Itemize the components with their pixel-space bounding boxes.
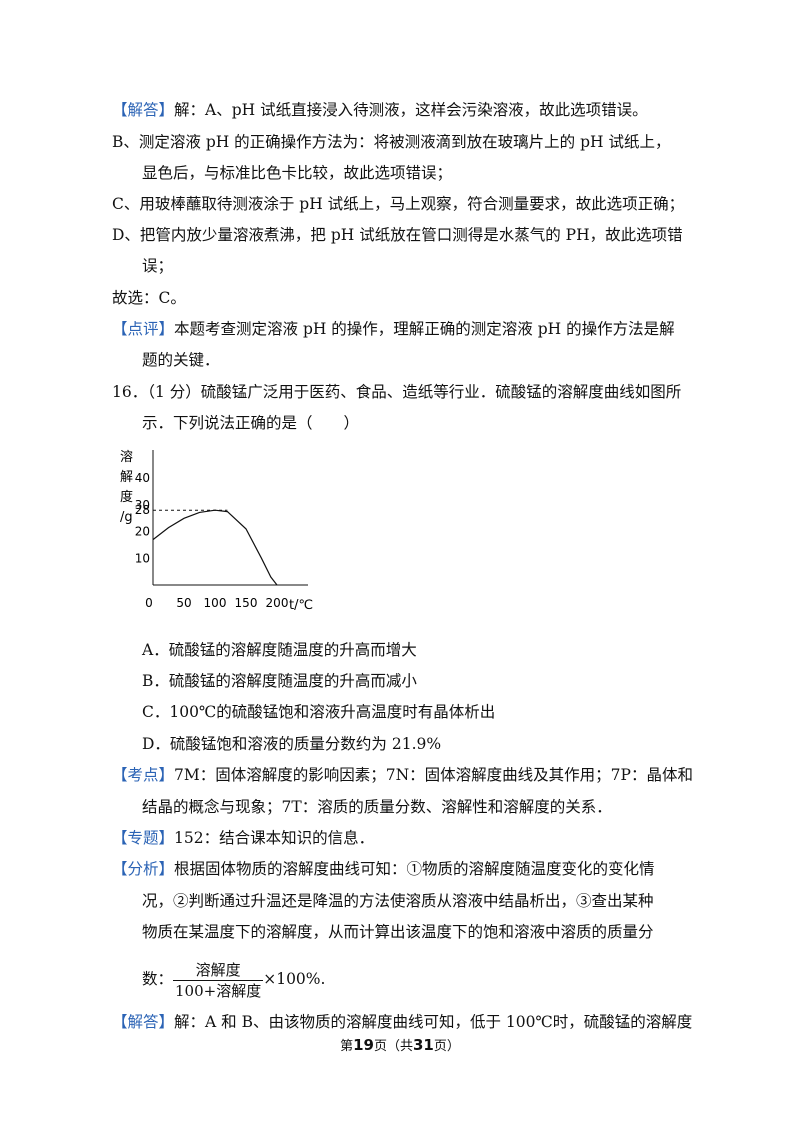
answer-line-b-cont: 显色后，与标准比色卡比较，故此选项错误； [142,164,453,182]
page-footer: 第19页（共31页） [340,1036,460,1054]
analysis-line-2: 况，②判断通过升温还是降温的方法使溶质从溶液中结晶析出，③查出某种 [142,892,654,910]
answer-line-a: 【解答】解：A、pH 试纸直接浸入待测液，这样会污染溶液，故此选项错误。 [112,101,648,119]
x-tick-labels: 0 50 100 150 200 [145,596,288,610]
analysis-line: 【分析】根据固体物质的溶解度曲线可知：①物质的溶解度随温度变化的变化情 [112,860,655,878]
x-tick-label: 150 [235,596,258,610]
x-tick-label: 100 [204,596,227,610]
option-c: C．100℃的硫酸锰饱和溶液升高温度时有晶体析出 [142,703,496,721]
knowledge-tag: 【考点】 [112,766,175,784]
y-tick-label: 20 [135,525,150,539]
question-16-cont: 示．下列说法正确的是（ ） [142,414,360,432]
option-d: D．硫酸锰饱和溶液的质量分数约为 21.9% [142,735,442,753]
y-tick-label: 28 [135,503,150,517]
knowledge-point-cont: 结晶的概念与现象；7T：溶质的质量分数、溶解性和溶解度的关系． [142,798,612,816]
option-a: A．硫酸锰的溶解度随温度的升高而增大 [142,641,417,659]
analysis-tag: 【分析】 [112,860,175,878]
x-tick-label: 200 [266,596,289,610]
answer-choice: 故选：C。 [112,289,186,307]
y-axis-label: 溶解度/g [120,450,133,525]
y-label-char: 度 [120,489,133,505]
comment-line-cont: 题的关键． [142,351,220,369]
comment-tag: 【点评】 [112,320,175,338]
x-tick-label: 50 [176,596,191,610]
question-16: 16．（1 分）硫酸锰广泛用于医药、食品、造纸等行业．硫酸锰的溶解度曲线如图所 [112,383,682,401]
y-tick-label: 10 [135,551,150,565]
comment-line: 【点评】本题考查测定溶液 pH 的操作，理解正确的测定溶液 pH 的操作方法是解 [112,320,675,338]
y-label-char: /g [120,510,133,525]
answer-tag: 【解答】 [112,101,175,119]
topic-tag: 【专题】 [112,829,175,847]
answer-line-b: B、测定溶液 pH 的正确操作方法为：将被测液滴到放在玻璃片上的 pH 试纸上， [112,133,671,151]
solution-tag: 【解答】 [112,1013,175,1031]
solution-line: 【解答】解：A 和 B、由该物质的溶解度曲线可知，低于 100℃时，硫酸锰的溶解… [112,1013,693,1031]
x-axis-label: t/℃ [289,598,313,613]
answer-line-c: C、用玻棒蘸取待测液涂于 pH 试纸上，马上观察，符合测量要求，故此选项正确； [112,195,685,213]
mass-fraction-formula: 溶解度 100+溶解度 [173,960,264,1000]
answer-line-d: D、把管内放少量溶液煮沸，把 pH 试纸放在管口测得是水蒸气的 PH，故此选项错 [112,226,683,244]
option-b: B．硫酸锰的溶解度随温度的升高而减小 [142,672,417,690]
y-tick-label: 40 [135,471,150,485]
topic-line: 【专题】152：结合课本知识的信息． [112,829,375,847]
x-tick-label: 0 [145,596,153,610]
analysis-line-3: 物质在某温度下的溶解度，从而计算出该温度下的饱和溶液中溶质的质量分 [142,923,654,941]
answer-line-d-cont: 误； [142,257,174,275]
solubility-curve [152,509,278,586]
knowledge-point: 【考点】7M：固体溶解度的影响因素；7N：固体溶解度曲线及其作用；7P：晶体和 [112,766,693,784]
y-tick-label: 30 [135,498,150,512]
analysis-formula: 数： 溶解度 100+溶解度 ×100%. [142,960,326,1000]
y-label-char: 溶 [120,450,133,465]
y-label-char: 解 [120,470,133,485]
